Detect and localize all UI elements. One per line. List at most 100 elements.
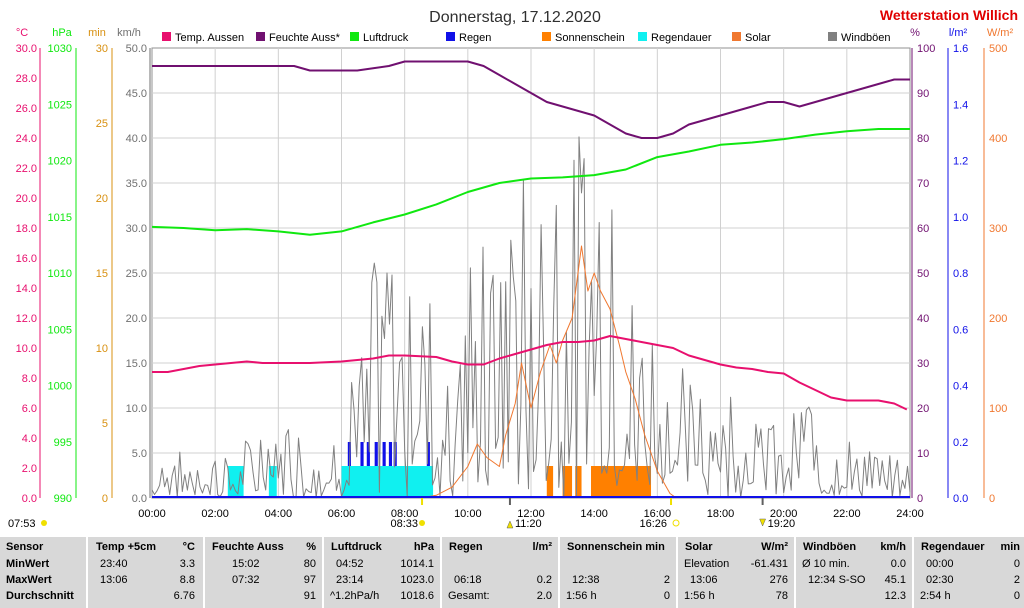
row-label-max: MaxWert bbox=[6, 574, 52, 586]
rain-tick-label: 1.6 bbox=[953, 43, 968, 55]
pressure-tick-label: 1000 bbox=[48, 381, 72, 393]
temp-tick-label: 8.0 bbox=[22, 373, 37, 385]
solar-tick-label: 500 bbox=[989, 43, 1007, 55]
solar-tick-label: 0 bbox=[989, 493, 995, 505]
rain-tick-label: 0.6 bbox=[953, 324, 968, 336]
pressure-tick-label: 995 bbox=[54, 437, 72, 449]
press-header: Luftdruck bbox=[331, 541, 382, 553]
time-tick-label: 00:00 bbox=[138, 508, 166, 520]
minutes-tick-label: 20 bbox=[96, 193, 108, 205]
press-max-time: 23:14 bbox=[336, 574, 364, 586]
statistics-table: Sensor MinWert MaxWert Durchschnitt Temp… bbox=[0, 537, 1024, 608]
rain-tick-label: 0.2 bbox=[953, 437, 968, 449]
legend-label: Solar bbox=[745, 32, 771, 44]
minutes-tick-label: 10 bbox=[96, 343, 108, 355]
rain-tick-label: 1.4 bbox=[953, 99, 968, 111]
col-rain: Regen l/m² 06:18 0.2 Gesamt: 2.0 bbox=[442, 537, 560, 608]
temp-min-value: 3.3 bbox=[179, 558, 195, 570]
solar-duration: 1:56 h bbox=[684, 590, 715, 602]
press-trend: ^1.2hPa/h bbox=[330, 590, 380, 602]
col-pressure: Luftdruck hPa 04:52 1014.1 23:14 1023.0 ^1.… bbox=[324, 537, 442, 608]
temp-tick-label: 10.0 bbox=[16, 343, 37, 355]
raindur-header: Regendauer bbox=[921, 541, 985, 553]
temp-tick-label: 18.0 bbox=[16, 223, 37, 235]
left-time-dot bbox=[41, 520, 47, 526]
temperature-line bbox=[152, 335, 908, 411]
sun-max-time: 12:38 bbox=[572, 574, 600, 586]
raindur-bar bbox=[268, 466, 277, 498]
raindur-bar bbox=[341, 466, 434, 498]
noon-marker-icon bbox=[506, 520, 514, 529]
solar-line bbox=[420, 245, 677, 499]
pressure-tick-label: 1015 bbox=[48, 212, 72, 224]
wind-avg10-value: 0.0 bbox=[890, 558, 906, 570]
time-tick-label: 24:00 bbox=[896, 508, 924, 520]
raindur-avg-value: 0 bbox=[1013, 590, 1020, 602]
time-tick-label: 08:00 bbox=[391, 508, 419, 520]
legend-label: Luftdruck bbox=[363, 32, 409, 44]
solar-tick-label: 100 bbox=[989, 403, 1007, 415]
temp-tick-label: 24.0 bbox=[16, 133, 37, 145]
legend-label: Windböen bbox=[841, 32, 891, 44]
temp-tick-label: 22.0 bbox=[16, 163, 37, 175]
raindur-total: 2:54 h bbox=[920, 590, 951, 602]
wind-avg-value: 12.3 bbox=[884, 590, 906, 602]
raindur-unit: min bbox=[1000, 541, 1020, 553]
row-label-min: MinWert bbox=[6, 558, 50, 570]
legend-swatch bbox=[350, 32, 359, 41]
legend-swatch bbox=[256, 32, 265, 41]
press-min-value: 1014.1 bbox=[400, 558, 434, 570]
humidity-tick-label: 100 bbox=[917, 43, 935, 55]
temp-tick-label: 20.0 bbox=[16, 193, 37, 205]
wind-unit-label: km/h bbox=[117, 27, 141, 39]
legend-swatch bbox=[446, 32, 455, 41]
rain-total-label: Gesamt: bbox=[448, 590, 490, 602]
raindur-max-time: 02:30 bbox=[926, 574, 954, 586]
sun-header: Sonnenschein min bbox=[567, 541, 665, 553]
rain-header: Regen bbox=[449, 541, 483, 553]
time-tick-label: 12:00 bbox=[517, 508, 545, 520]
rain-tick-label: 0.8 bbox=[953, 268, 968, 280]
wind-tick-label: 20.0 bbox=[126, 313, 147, 325]
temp-tick-label: 6.0 bbox=[22, 403, 37, 415]
wind-tick-label: 15.0 bbox=[126, 358, 147, 370]
axes: 30.0 28.0 26.0 24.0 22.0 20.0 18.0 16.0 14.0 12.0… bbox=[16, 27, 1014, 520]
chart-title: Donnerstag, 17.12.2020 bbox=[429, 9, 601, 26]
legend-label: Regen bbox=[459, 32, 491, 44]
solar-max-value: 276 bbox=[769, 574, 788, 586]
raindur-min-value: 0 bbox=[1013, 558, 1020, 570]
temp-min-time: 23:40 bbox=[100, 558, 128, 570]
time-tick-label: 10:00 bbox=[454, 508, 482, 520]
station-name: Wetterstation Willich bbox=[880, 7, 1018, 23]
wind-avg10-label: Ø 10 min. bbox=[802, 558, 850, 570]
temp-tick-label: 0.0 bbox=[22, 493, 37, 505]
minutes-tick-label: 25 bbox=[96, 118, 108, 130]
legend-label: Feuchte Auss* bbox=[269, 32, 341, 44]
temp-max-value: 8.8 bbox=[179, 574, 195, 586]
hum-min-time: 15:02 bbox=[232, 558, 260, 570]
temp-tick-label: 12.0 bbox=[16, 313, 37, 325]
temp-tick-label: 16.0 bbox=[16, 253, 37, 265]
col-wind: Windböen km/h Ø 10 min. 0.0 12:34 S-SO 45.1… bbox=[796, 537, 914, 608]
col-raindur: Regendauer min 00:00 0 02:30 2 2:54 h 0 bbox=[914, 537, 1024, 608]
legend: Temp. Aussen Feuchte Auss* Luftdruck Regen S… bbox=[162, 32, 891, 44]
wind-gust-line bbox=[151, 136, 911, 499]
hum-avg-value: 91 bbox=[303, 590, 316, 602]
humidity-tick-label: 80 bbox=[917, 133, 929, 145]
humidity-tick-label: 40 bbox=[917, 313, 929, 325]
legend-swatch bbox=[542, 32, 551, 41]
temp-tick-label: 30.0 bbox=[16, 43, 37, 55]
temp-unit: °C bbox=[182, 541, 195, 553]
humidity-tick-label: 50 bbox=[917, 268, 929, 280]
col-temp: Temp +5cm °C 23:40 3.3 13:06 8.8 6.76 bbox=[88, 537, 205, 608]
rain-total-value: 2.0 bbox=[536, 590, 552, 602]
weather-chart: Donnerstag, 17.12.2020 Wetterstation Wil… bbox=[8, 7, 1018, 530]
rain-max-value: 0.2 bbox=[536, 574, 552, 586]
time-tick-label: 16:00 bbox=[644, 508, 672, 520]
sunshine-bar bbox=[591, 466, 652, 498]
solar-tick-label: 200 bbox=[989, 313, 1007, 325]
sunshine-bar bbox=[575, 466, 582, 498]
solar-elevation-label: Elevation bbox=[684, 558, 730, 570]
wind-max-value: 45.1 bbox=[884, 574, 906, 586]
press-avg-value: 1018.6 bbox=[400, 590, 434, 602]
